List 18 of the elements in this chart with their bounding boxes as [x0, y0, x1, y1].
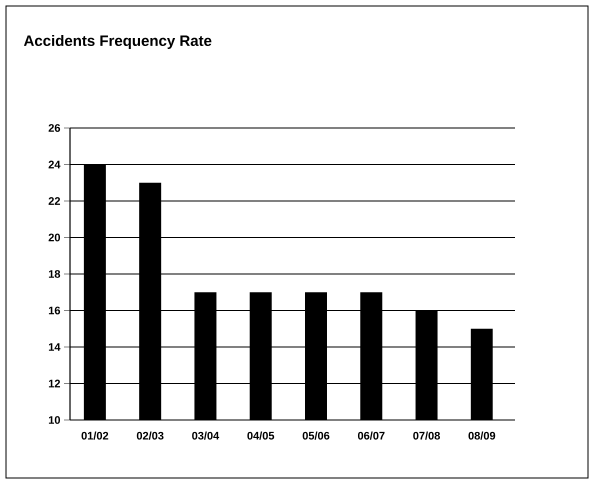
x-tick-label: 06/07	[358, 432, 385, 440]
y-tick-label: 22	[48, 197, 60, 205]
y-tick-label: 20	[48, 234, 60, 242]
y-tick-label: 24	[48, 160, 60, 168]
y-tick-label: 26	[48, 124, 60, 132]
y-tick-label: 16	[48, 306, 60, 314]
x-tick-label: 05/06	[302, 432, 330, 440]
y-tick-label: 10	[48, 416, 60, 424]
x-tick-label: 08/09	[468, 432, 496, 440]
y-tick-label: 14	[48, 343, 60, 351]
x-tick-label: 03/04	[192, 432, 220, 440]
y-tick-label: 18	[48, 270, 60, 278]
y-tick-label: 12	[48, 380, 60, 388]
x-tick-label: 01/02	[82, 432, 108, 440]
x-tick-label: 07/08	[413, 432, 440, 440]
x-tick-label: 04/05	[247, 432, 274, 440]
chart-title: Accidents Frequency Rate	[24, 35, 212, 49]
x-tick-label: 02/03	[136, 432, 164, 440]
